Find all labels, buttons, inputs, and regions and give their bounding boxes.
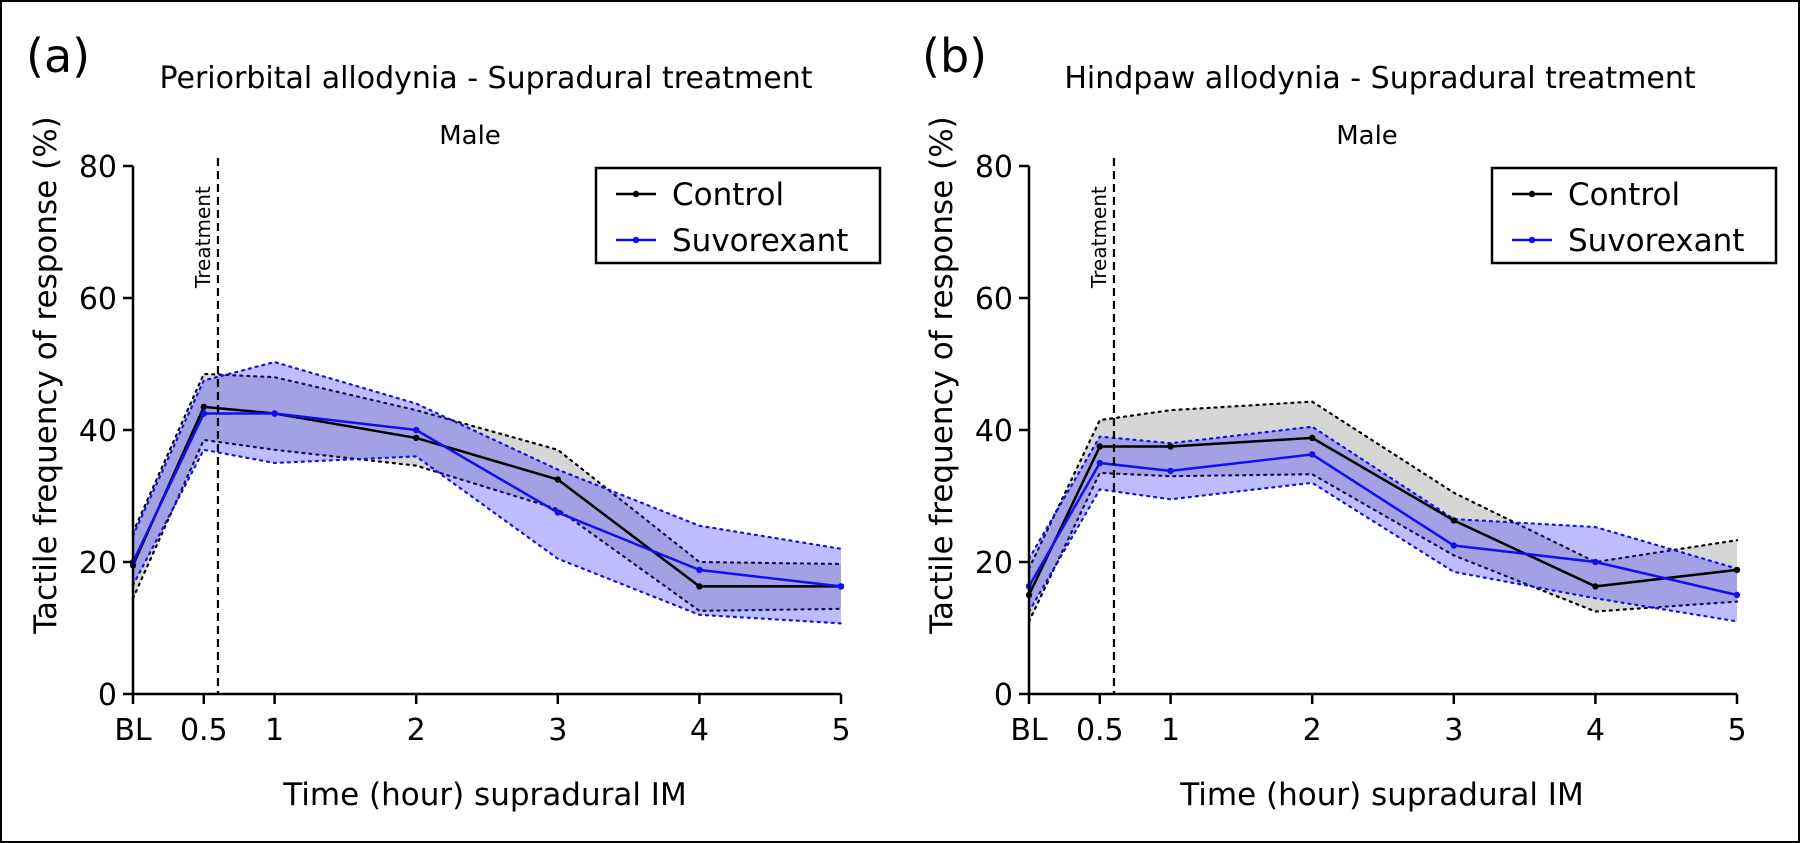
panel-b-suvorexant-upper-bound [1027,425,1739,570]
panel-a-control-point [200,403,207,411]
panel-b-legend-control-label: Control [1568,177,1680,213]
panel-a-treatment-label: Treatment [191,186,215,289]
panel-a-legend-control-label: Control [672,177,784,213]
panel-a-subtitle: Male [439,121,501,151]
panel-a-axes: 0 20 40 60 80 BL 0.5 1 2 3 4 5 [79,150,851,748]
panel-b-x-tick-label: BL [1010,713,1048,748]
panel-b-treatment-label: Treatment [1087,186,1111,289]
panel-a-suvorexant-point [413,426,420,434]
panel-a-y-tick-label: 0 [98,678,117,713]
panel-a-x-axis-label: Time (hour) supradural IM [282,777,686,813]
panel-a-label: (a) [26,29,90,83]
panel-b-x-tick-label: 4 [1586,713,1605,748]
panel-a-y-tick-label: 60 [79,282,117,317]
panel-a-control-point [696,583,703,590]
panel-b-control-point [1592,583,1599,590]
panel-a-control-band [133,373,841,611]
panel-a-x-tick-label: 3 [548,713,567,748]
panel-b-legend: Control Suvorexant [1490,166,1778,265]
panel-b-y-tick-label: 20 [975,546,1013,581]
panel-b-control-band [1029,401,1737,622]
panel-a-suvorexant-band [133,362,841,624]
panel-a-control-point [554,476,561,483]
panel-a-x-tick-label: BL [114,713,152,748]
panel-b-x-tick-label: 5 [1727,713,1746,748]
panel-a-y-tick-label: 20 [79,546,117,581]
panel-a-x-tick-label: 5 [831,713,850,748]
panel-a-legend-control-marker [632,190,640,198]
panel-a-suvorexant-lower-bound [131,448,843,625]
panel-a-title: Periorbital allodynia - Supradural treat… [159,61,812,96]
panel-b: (b) Hindpaw allodynia - Supradural treat… [922,29,1778,813]
panel-b-x-tick-label: 2 [1303,713,1322,748]
panel-b-suvorexant-lower-bound [1027,481,1739,623]
panel-b-legend-box [1490,166,1778,265]
panel-a-x-tick-label: 2 [407,713,426,748]
panel-a-suvorexant-point [696,566,703,574]
panel-a-legend: Control Suvorexant [594,166,882,265]
panel-a: (a) Periorbital allodynia - Supradural t… [26,29,882,813]
panel-b-suvorexant-band [1029,426,1737,622]
panel-b-title: Hindpaw allodynia - Supradural treatment [1064,61,1695,96]
panel-a-x-tick-label: 1 [265,713,284,748]
panel-a-legend-suvorexant-marker [632,236,640,244]
panel-b-suvorexant-point [1450,542,1458,549]
panel-b-bands [1027,400,1739,623]
panel-b-legend-suvorexant-label: Suvorexant [1568,223,1744,259]
panel-b-lines [1025,434,1741,599]
panel-a-control-point [413,434,420,442]
panel-b-control-point [1450,517,1458,524]
panel-b-suvorexant-point [1592,558,1599,566]
panel-a-bands [131,360,843,625]
panel-a-suvorexant-upper-bound [131,360,843,550]
panel-a-control-lower-bound [131,438,843,612]
panel-b-suvorexant-point [1167,467,1174,475]
panel-b-treatment: Treatment [1087,158,1116,694]
panel-a-treatment: Treatment [191,158,220,694]
panel-b-y-tick-label: 0 [994,678,1013,713]
panel-b-legend-control-marker [1528,190,1536,198]
panel-a-suvorexant-point [271,410,278,417]
panel-a-x-tick-label: 0.5 [180,713,228,748]
panel-a-y-tick-label: 80 [79,150,117,185]
panel-b-control-upper-bound [1027,400,1739,570]
panel-b-x-tick-label: 1 [1161,713,1180,748]
panel-b-control-point [1167,443,1174,450]
panel-b-subtitle: Male [1336,121,1398,151]
panel-a-x-tick-label: 4 [690,713,709,748]
panel-b-x-axis-label: Time (hour) supradural IM [1179,777,1583,813]
panel-a-legend-suvorexant-label: Suvorexant [672,223,848,259]
panel-b-y-tick-label: 80 [975,150,1013,185]
panel-a-lines [129,403,845,590]
panel-b-control-point [1733,566,1741,574]
panel-a-y-axis-label: Tactile frequency of response (%) [28,116,64,635]
panel-b-x-tick-label: 3 [1444,713,1463,748]
panel-a-suvorexant-point [200,410,207,417]
panel-b-y-tick-label: 40 [975,414,1013,449]
panel-b-suvorexant-point [1733,591,1741,599]
panel-b-axes: 0 20 40 60 80 BL 0.5 1 2 3 4 5 [975,150,1747,748]
panel-a-suvorexant-point [554,509,561,516]
panel-b-label: (b) [922,29,987,83]
panel-b-y-axis-label: Tactile frequency of response (%) [924,116,960,635]
panel-b-control-lower-bound [1027,471,1739,623]
panel-b-control-point [1096,443,1104,450]
panel-a-y-tick-label: 40 [79,414,117,449]
panel-b-suvorexant-point [1096,459,1104,467]
panel-a-legend-box [594,166,882,265]
panel-b-suvorexant-point [1309,451,1316,458]
panel-b-control-point [1309,434,1316,442]
panel-b-legend-suvorexant-marker [1528,236,1536,244]
panel-a-suvorexant-point [837,583,845,590]
panel-b-y-tick-label: 60 [975,282,1013,317]
panel-b-x-tick-label: 0.5 [1076,713,1124,748]
